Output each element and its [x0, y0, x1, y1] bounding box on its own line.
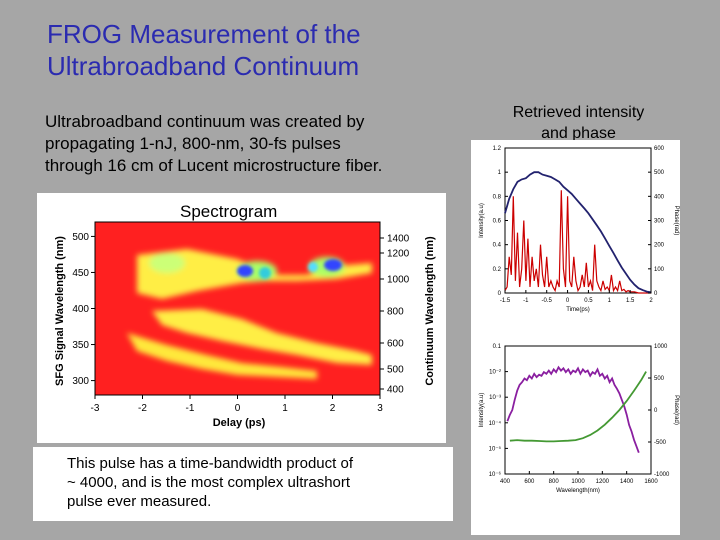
spectrogram-title: Spectrogram [180, 202, 278, 221]
spectrogram-y-right-tick-label: 400 [387, 385, 404, 396]
retrieved-y-right-tick-label: 0 [654, 291, 658, 297]
spectrogram-ticks: -3 -2 -1 0 1 2 3 500 450 400 350 300 1400 1200 1000 800… [72, 232, 409, 414]
retrieved-chart-1-series-1 [504, 190, 651, 294]
retrieved-chart-2-series-2 [509, 371, 647, 443]
retrieved-ylabel-left: Intensity(a.u) [479, 203, 485, 238]
retrieved-x-tick-label: -1 [523, 298, 529, 304]
retrieved-panel: -1.5 -1 -0.5 0 0.5 1 1.5 2 1.2 1 0.8 0.6 0.4 0.2 0 600 5… [471, 140, 680, 535]
spectrogram-svg: SFG Signal Wavelength (nm) Continuum Wav… [54, 221, 436, 429]
intro-line-3: through 16 cm of Lucent microstructure f… [45, 156, 383, 175]
spectrogram-figure: Spectrogram SFG Signal Wavelength (nm) C… [37, 193, 446, 443]
spectrogram-x-tick-label: 3 [377, 403, 383, 414]
retrieved-ylabel-left: Intensity(a.u) [479, 393, 485, 428]
retrieved-ylabel-right: Phase(rad) [673, 206, 679, 236]
spectrogram-y-right-tick-label: 500 [387, 365, 404, 376]
retrieved-y-left-tick-label: 10⁻⁴ [489, 420, 502, 427]
retrieved-x-tick-label: 1600 [644, 479, 658, 485]
spectrogram-peaks [237, 259, 342, 279]
caption-line-3: pulse ever measured. [67, 493, 212, 510]
spectrogram-y-right-tick-label: 800 [387, 307, 404, 318]
spectrogram-x-tick-label: 2 [330, 403, 336, 414]
retrieved-y-left-tick-label: 0 [498, 291, 502, 297]
retrieved-y-left-tick-label: 1.2 [493, 146, 502, 152]
slide-title-line-1: FROG Measurement of the [47, 19, 361, 49]
retrieved-y-left-tick-label: 0.6 [493, 219, 502, 225]
retrieved-x-tick-label: 1 [608, 298, 612, 304]
retrieved-y-right-tick-label: 100 [654, 267, 665, 273]
spectrogram-y-left-tick-label: 350 [72, 340, 89, 351]
spectrogram-x-tick-label: 1 [282, 403, 288, 414]
retrieved-y-right-tick-label: 1000 [654, 344, 668, 350]
retrieved-chart-frame [504, 345, 652, 475]
retrieved-x-tick-label: 2 [649, 298, 653, 304]
retrieved-y-right-tick-label: 300 [654, 219, 665, 225]
retrieved-y-left-tick-label: 0.2 [493, 267, 502, 273]
retrieved-y-left-tick-label: 10⁻⁵ [489, 445, 502, 452]
retrieved-xlabel: Time(ps) [566, 307, 589, 313]
spectrogram-x-tick-label: 0 [235, 403, 241, 414]
intro-line-2: propagating 1-nJ, 800-nm, 30-fs pulses [45, 134, 341, 153]
retrieved-y-left-tick-label: 1 [498, 170, 502, 176]
retrieved-ylabel-right: Phase(rad) [673, 395, 679, 425]
retrieved-x-tick-label: 400 [500, 479, 511, 485]
retrieved-label-line-2: and phase [541, 125, 616, 142]
spectrogram-xlabel: Delay (ps) [213, 417, 266, 429]
slide-title-line-2: Ultrabroadband Continuum [47, 51, 360, 81]
intro-line-1: Ultrabroadband continuum was created by [45, 112, 365, 131]
spectrogram-y-right-tick-label: 600 [387, 339, 404, 350]
retrieved-chart-2: 400 600 800 1000 1200 1400 1600 0.1 10⁻² 10⁻³ 10⁻⁴… [479, 344, 679, 494]
retrieved-chart-2-series-1 [506, 365, 640, 454]
retrieved-label-line-1: Retrieved intensity [512, 104, 645, 121]
retrieved-y-right-tick-label: 0 [654, 408, 658, 414]
spectrogram-y-right-tick-label: 1000 [387, 275, 410, 286]
retrieved-charts-svg: -1.5 -1 -0.5 0 0.5 1 1.5 2 1.2 1 0.8 0.6 0.4 0.2 0 600 5… [479, 146, 679, 494]
spectrogram-y-left-tick-label: 500 [72, 232, 89, 243]
caption-line-1: This pulse has a time-bandwidth product … [67, 455, 353, 472]
retrieved-x-tick-label: 0.5 [584, 298, 593, 304]
retrieved-y-right-tick-label: 400 [654, 194, 665, 200]
retrieved-y-right-tick-label: 200 [654, 243, 665, 249]
retrieved-x-tick-label: 1000 [571, 479, 585, 485]
retrieved-x-tick-label: -1.5 [500, 298, 511, 304]
retrieved-x-tick-label: 1.5 [626, 298, 635, 304]
spectrogram-y-right-tick-label: 1400 [387, 234, 410, 245]
retrieved-x-tick-label: 1400 [620, 479, 634, 485]
retrieved-y-right-tick-label: 600 [654, 146, 665, 152]
spectrogram-y-left-tick-label: 400 [72, 304, 89, 315]
intro-text: Ultrabroadband continuum was created by … [45, 111, 475, 177]
retrieved-y-left-tick-label: 10⁻⁶ [489, 471, 502, 478]
caption-line-2: ~ 4000, and is the most complex ultrasho… [67, 474, 351, 491]
retrieved-y-left-tick-label: 0.8 [493, 194, 502, 200]
retrieved-label: Retrieved intensity and phase [496, 102, 661, 144]
retrieved-y-right-tick-label: -500 [654, 440, 667, 446]
slide-title: FROG Measurement of the Ultrabroadband C… [47, 18, 507, 82]
retrieved-x-tick-label: 1200 [596, 479, 610, 485]
retrieved-x-tick-label: 800 [549, 479, 560, 485]
retrieved-y-left-tick-label: 10⁻³ [489, 395, 501, 401]
caption-box: This pulse has a time-bandwidth product … [33, 447, 453, 521]
spectrogram-x-tick-label: -3 [91, 403, 100, 414]
retrieved-y-right-tick-label: 500 [654, 376, 665, 382]
retrieved-x-tick-label: -0.5 [542, 298, 553, 304]
retrieved-y-right-tick-label: -1000 [654, 472, 670, 478]
retrieved-x-tick-label: 0 [566, 298, 570, 304]
retrieved-y-left-tick-label: 10⁻² [489, 370, 501, 376]
retrieved-chart-1: -1.5 -1 -0.5 0 0.5 1 1.5 2 1.2 1 0.8 0.6 0.4 0.2 0 600 5… [479, 146, 679, 313]
spectrogram-y-right-tick-label: 1200 [387, 249, 410, 260]
spectrogram-y-left-tick-label: 450 [72, 268, 89, 279]
spectrogram-ylabel-right: Continuum Wavelength (nm) [424, 236, 436, 386]
retrieved-y-right-tick-label: 500 [654, 170, 665, 176]
spectrogram-x-tick-label: -2 [138, 403, 147, 414]
retrieved-chart-1-series-2 [504, 171, 652, 294]
retrieved-x-tick-label: 600 [524, 479, 535, 485]
retrieved-y-left-tick-label: 0.4 [493, 243, 502, 249]
spectrogram-y-left-tick-label: 300 [72, 376, 89, 387]
spectrogram-ylabel-left: SFG Signal Wavelength (nm) [54, 236, 66, 386]
spectrogram-x-tick-label: -1 [186, 403, 195, 414]
retrieved-xlabel: Wavelength(nm) [556, 488, 600, 494]
retrieved-y-left-tick-label: 0.1 [493, 344, 502, 350]
